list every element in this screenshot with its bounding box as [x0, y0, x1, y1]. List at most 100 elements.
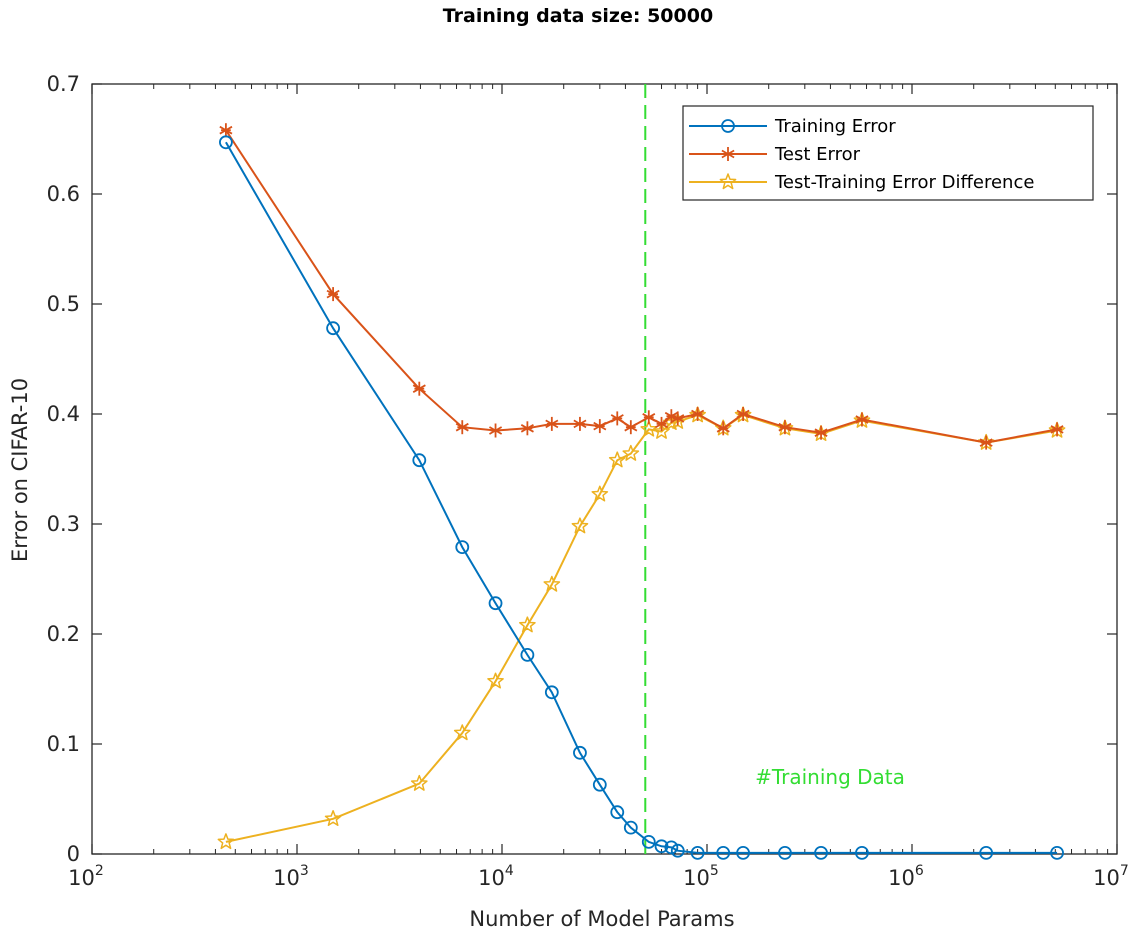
data-point-training-error [610, 805, 625, 820]
reference-line-label: #Training Data [755, 765, 905, 789]
data-point-test-error [778, 420, 792, 435]
y-tick-label: 0.6 [47, 182, 80, 206]
data-point-test-error [691, 407, 705, 421]
legend-label-test-training-error-difference: Test-Training Error Difference [774, 172, 1034, 193]
legend-marker-test-training-error-difference [719, 173, 737, 190]
data-point-training-error [641, 835, 656, 849]
data-point-test-training-error-difference [591, 485, 609, 502]
data-point-test-training-error-difference [608, 451, 626, 468]
series-group [217, 123, 1066, 860]
y-axis-label: Error on CIFAR-10 [8, 378, 32, 562]
data-point-training-error [814, 846, 828, 860]
data-point-test-error [1050, 422, 1064, 437]
data-point-test-error [610, 411, 624, 426]
data-point-test-error [716, 421, 730, 436]
data-point-training-error [219, 135, 233, 150]
data-point-training-error [1050, 846, 1064, 860]
data-point-training-error [573, 745, 587, 760]
data-point-test-training-error-difference [640, 420, 658, 437]
data-point-training-error [623, 820, 638, 835]
data-point-test-error [624, 420, 638, 435]
data-point-test-error [455, 420, 469, 435]
x-tick-exponent: 5 [710, 863, 719, 879]
y-tick-label: 0.5 [47, 292, 80, 316]
data-point-test-training-error-difference [410, 774, 428, 791]
data-point-training-error [592, 777, 607, 792]
data-point-training-error [654, 839, 669, 854]
y-tick-label: 0.4 [47, 402, 80, 426]
data-point-test-error [326, 287, 340, 302]
data-point-test-error [814, 425, 828, 440]
data-point-training-error [544, 685, 559, 700]
plot-frame [91, 83, 1118, 855]
data-point-test-error [545, 416, 559, 431]
x-tick-base: 10 [273, 866, 300, 890]
x-tick-exponent: 4 [505, 863, 514, 879]
legend-marker-test-error [721, 147, 735, 161]
legend: Training Error Test Error Test-Training Er… [682, 105, 1094, 201]
data-point-test-training-error-difference [571, 517, 589, 534]
data-point-training-error [778, 846, 792, 860]
data-point-training-error [488, 596, 503, 611]
x-tick-exponent: 6 [915, 863, 924, 879]
series-test-error [219, 123, 1064, 450]
x-tick-base: 10 [888, 866, 915, 890]
x-tick-label: 107 [1093, 863, 1129, 890]
x-tick-base: 10 [1093, 866, 1120, 890]
y-tick-label: 0.3 [47, 512, 80, 536]
series-line-training-error [225, 141, 1058, 854]
data-point-test-training-error-difference [453, 724, 471, 741]
data-point-test-training-error-difference [487, 672, 504, 689]
x-tick-label: 105 [683, 863, 719, 890]
data-point-test-training-error-difference [519, 616, 536, 633]
data-point-test-error [573, 416, 587, 431]
data-point-test-error [979, 435, 993, 450]
x-tick-exponent: 3 [300, 863, 309, 879]
x-tick-label: 102 [68, 863, 104, 890]
x-tick-base: 10 [68, 866, 95, 890]
x-tick-label: 103 [273, 863, 309, 890]
series-training-error [219, 135, 1064, 860]
data-point-training-error [690, 846, 705, 860]
y-tick-label: 0.1 [47, 732, 80, 756]
plot-area [91, 83, 1118, 855]
x-tick-base: 10 [478, 866, 505, 890]
data-point-training-error [716, 846, 731, 860]
data-point-test-error [642, 410, 656, 425]
x-tick-base: 10 [683, 866, 710, 890]
data-point-training-error [664, 840, 679, 855]
x-tick-exponent: 7 [1120, 863, 1129, 879]
data-point-test-error [593, 419, 607, 434]
x-tick-label: 106 [888, 863, 924, 890]
legend-label-training-error: Training Error [774, 116, 896, 137]
data-point-training-error [326, 321, 340, 336]
legend-label-test-error: Test Error [774, 144, 861, 165]
reference-line-group: #Training Data [644, 84, 905, 854]
data-point-test-error [219, 123, 233, 138]
data-point-test-error [489, 423, 503, 438]
data-point-training-error [979, 846, 994, 860]
data-point-training-error [455, 540, 470, 554]
data-point-test-error [654, 416, 669, 431]
y-tick-label: 0.2 [47, 622, 80, 646]
data-point-test-error [855, 412, 869, 427]
x-tick-label: 104 [478, 863, 514, 890]
data-point-test-error [412, 381, 426, 396]
data-point-training-error [520, 648, 535, 662]
chart-title: Training data size: 50000 [443, 5, 713, 27]
x-axis-label: Number of Model Params [469, 907, 734, 931]
x-tick-exponent: 2 [95, 863, 104, 879]
y-tick-label: 0.7 [47, 72, 80, 96]
data-point-test-training-error-difference [217, 833, 235, 850]
y-tick-label: 0 [67, 842, 80, 866]
data-point-training-error [736, 846, 750, 860]
data-point-test-training-error-difference [622, 444, 640, 461]
data-point-training-error [670, 843, 685, 858]
data-point-training-error [855, 846, 869, 860]
data-point-test-training-error-difference [543, 575, 561, 592]
data-point-test-error [671, 411, 685, 426]
legend-marker-training-error [721, 119, 735, 133]
data-point-test-error [736, 407, 750, 421]
series-line-test-training-error-difference [225, 414, 1058, 843]
